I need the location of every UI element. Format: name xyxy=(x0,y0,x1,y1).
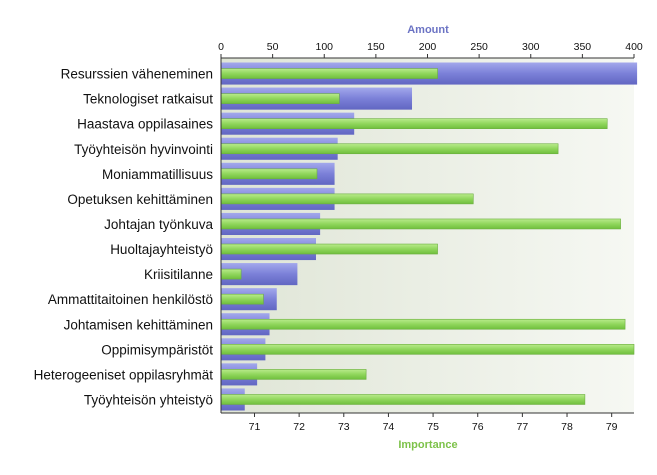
category-label: Työyhteisön yhteistyö xyxy=(84,392,213,407)
importance-bars xyxy=(220,68,635,405)
top-tick-label: 50 xyxy=(267,41,279,53)
top-tick-label: 0 xyxy=(218,41,224,53)
importance-bar xyxy=(220,168,318,180)
importance-bar xyxy=(220,344,635,355)
category-label: Resurssien väheneminen xyxy=(61,67,213,82)
category-label: Haastava oppilasaines xyxy=(77,117,213,132)
category-label: Heterogeeniset oppilasryhmät xyxy=(34,367,214,382)
importance-bar xyxy=(220,318,626,330)
importance-bar xyxy=(220,93,340,104)
bottom-tick-label: 71 xyxy=(249,421,261,433)
bottom-axis-ticks: 71 72 73 74 75 76 77 78 79 xyxy=(249,413,618,433)
category-label: Opetuksen kehittäminen xyxy=(67,192,213,207)
category-label: Huoltajayhteistyö xyxy=(110,242,213,257)
importance-bar xyxy=(220,68,438,79)
importance-bar xyxy=(220,243,438,255)
top-tick-label: 400 xyxy=(625,41,643,53)
top-axis-ticks: 0 50 100 150 200 250 300 350 400 xyxy=(218,41,643,58)
top-tick-label: 250 xyxy=(470,41,488,53)
bottom-axis-title: Importance xyxy=(398,439,457,451)
category-label: Johtamisen kehittäminen xyxy=(64,317,213,332)
bottom-tick-label: 79 xyxy=(606,421,618,433)
top-tick-label: 200 xyxy=(419,41,437,53)
category-label: Johtajan työnkuva xyxy=(104,217,213,232)
importance-bar xyxy=(220,143,559,155)
plot-area xyxy=(221,58,634,413)
category-label: Oppimisympäristöt xyxy=(101,342,213,357)
top-tick-label: 100 xyxy=(315,41,333,53)
category-label: Kriisitilanne xyxy=(144,267,213,282)
bottom-tick-label: 77 xyxy=(517,421,529,433)
importance-bar xyxy=(220,394,586,405)
category-label: Teknologiset ratkaisut xyxy=(83,92,213,107)
category-labels: Resurssien väheneminen Teknologiset ratka… xyxy=(34,67,214,408)
bottom-tick-label: 73 xyxy=(338,421,350,433)
top-tick-label: 150 xyxy=(367,41,385,53)
bottom-tick-label: 75 xyxy=(427,421,439,433)
category-label: Moniammatillisuus xyxy=(102,167,213,182)
category-label: Työyhteisön hyvinvointi xyxy=(74,142,213,157)
bottom-tick-label: 72 xyxy=(293,421,305,433)
amount-bar xyxy=(221,263,298,286)
importance-bar xyxy=(220,293,264,305)
bottom-tick-label: 74 xyxy=(383,421,395,433)
importance-bar xyxy=(220,118,608,129)
bottom-tick-label: 76 xyxy=(472,421,484,433)
category-label: Ammattitaitoinen henkilöstö xyxy=(48,292,213,307)
top-axis-title: Amount xyxy=(407,24,449,36)
importance-bar xyxy=(220,369,367,380)
bottom-tick-label: 78 xyxy=(561,421,573,433)
importance-bar xyxy=(220,268,242,280)
importance-bar xyxy=(220,218,621,230)
top-tick-label: 300 xyxy=(522,41,540,53)
top-tick-label: 350 xyxy=(574,41,592,53)
importance-bar xyxy=(220,193,474,205)
